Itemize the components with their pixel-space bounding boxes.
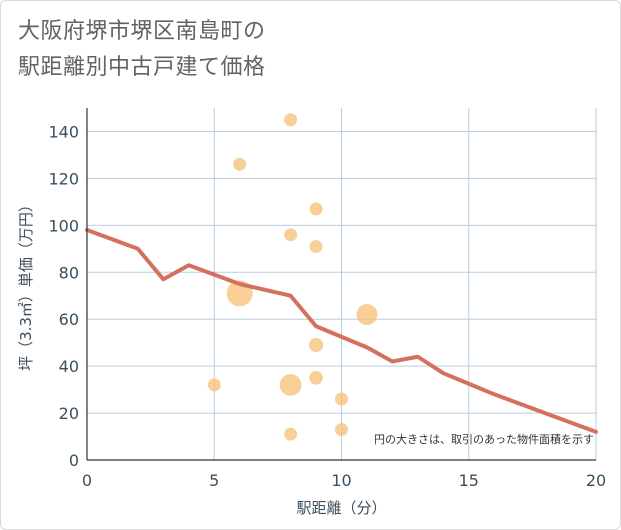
tick-labels: 0 20 40 60 80 100 120 140 0 5 10 15 20 [48,122,606,490]
x-tick-label-20: 20 [586,471,606,490]
y-tick-label-40: 40 [59,357,79,376]
bubble-5 [279,374,302,396]
bubble-size-note: 円の大きさは、取引のあった物件面積を示す [374,432,594,446]
y-tick-label-100: 100 [48,216,79,235]
bubble-6 [284,427,298,441]
trend-line-0 [85,228,598,434]
y-axis-label: 坪（3.3㎡）単価（万円） [17,197,35,371]
bubble-4 [284,228,298,242]
chart-title: 大阪府堺市堺区南島町の 駅距離別中古戸建て価格 [18,14,266,86]
y-tick-label-0: 0 [69,451,79,470]
x-tick-label-10: 10 [331,471,351,490]
bubble-7 [309,202,323,216]
axes [86,108,596,461]
chart-title-line-2: 駅距離別中古戸建て価格 [18,55,266,80]
bubble-10 [309,371,323,385]
bubble-13 [356,304,378,325]
chart-title-line-1: 大阪府堺市堺区南島町の [18,19,266,44]
bubble-0 [207,378,221,392]
trend-line-group [85,228,598,434]
bubble-8 [309,239,323,253]
y-tick-label-120: 120 [48,169,79,188]
bubbles [207,113,378,441]
bubble-3 [284,113,298,127]
y-tick-label-140: 140 [48,122,79,141]
y-tick-label-20: 20 [59,404,79,423]
bubble-9 [308,337,324,353]
y-tick-label-80: 80 [59,263,79,282]
x-tick-label-5: 5 [209,471,219,490]
bubble-12 [335,422,348,436]
grid-lines [87,108,597,460]
x-tick-label-15: 15 [459,471,479,490]
y-tick-label-60: 60 [59,310,79,329]
bubble-1 [233,157,247,171]
bubble-11 [335,392,348,406]
x-tick-label-0: 0 [82,471,92,490]
x-axis-label: 駅距離（分） [296,499,386,517]
